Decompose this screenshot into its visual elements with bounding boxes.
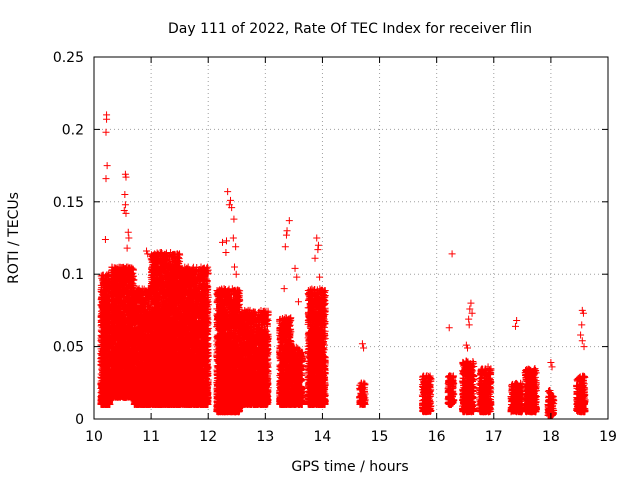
data-points — [97, 111, 589, 420]
grid-lines — [94, 57, 608, 419]
